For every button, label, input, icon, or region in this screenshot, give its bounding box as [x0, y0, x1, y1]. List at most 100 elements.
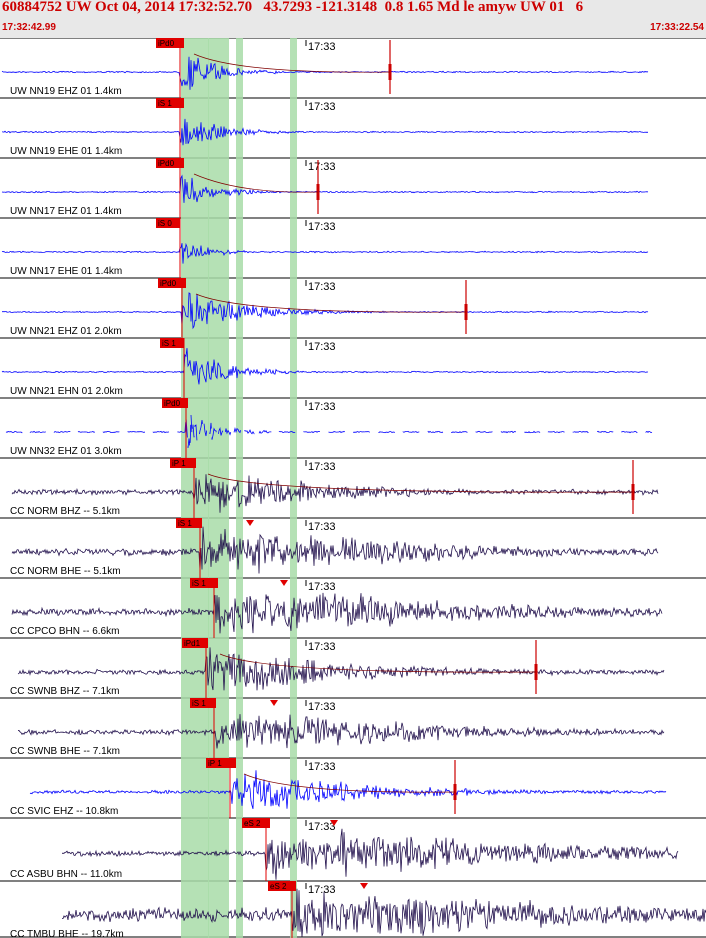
minute-tick-label: 17:33 [308, 101, 336, 113]
channel-row-10: 17:33 iS 1 CC CPCO BHN -- 6.6km [10, 578, 663, 638]
channel-row-12: 17:33 iS 1 CC SWNB BHE -- 7.1km [10, 698, 665, 758]
waveform-trace [2, 118, 649, 146]
minute-tick-label: 17:33 [308, 161, 336, 173]
pick-label: iS 1 [162, 339, 176, 348]
minute-tick-label: 17:33 [308, 701, 336, 713]
channel-label: CC CPCO BHN -- 6.6km [10, 626, 119, 637]
channel-label: UW NN21 EHZ 01 2.0km [10, 326, 122, 337]
pick-label: eS 2 [270, 882, 287, 891]
channel-label: UW NN21 EHN 01 2.0km [10, 386, 123, 397]
pick-band-7 [222, 38, 229, 938]
pick-label: iS 0 [158, 219, 172, 228]
pick-marker [182, 638, 208, 648]
channel-label: UW NN19 EHE 01 1.4km [10, 146, 122, 157]
waveform-trace [1, 56, 649, 90]
waveform-trace [17, 647, 665, 691]
pick-marker [158, 278, 186, 288]
pick-marker [156, 98, 184, 108]
pick-marker [156, 38, 184, 48]
pick-marker [156, 218, 180, 228]
pick-marker [156, 158, 184, 168]
phase-marker-triangle [280, 580, 288, 586]
pick-label: iS 1 [192, 579, 206, 588]
minute-tick-label: 17:33 [308, 281, 336, 293]
channel-row-14: 17:33 eS 2 CC ASBU BHN -- 11.0km [10, 818, 679, 881]
channel-label: CC TMBU BHE -- 19.7km [10, 929, 124, 938]
phase-marker-triangle [330, 820, 338, 826]
channel-row-11: 17:33 iPd1 CC SWNB BHZ -- 7.1km [10, 638, 665, 698]
waveform-trace [1, 348, 649, 385]
channel-row-9: 17:33 iS 1 CC NORM BHE -- 5.1km [10, 518, 659, 578]
minute-tick-label: 17:33 [308, 341, 336, 353]
waveform-trace [5, 414, 653, 449]
channel-label: UW NN17 EHE 01 1.4km [10, 266, 122, 277]
waveform-trace [11, 526, 659, 574]
pick-label: iP 1 [208, 759, 222, 768]
channel-row-3: 17:33 iPd0 UW NN17 EHZ 01 1.4km [1, 158, 649, 218]
minute-tick-label: 17:33 [308, 761, 336, 773]
minute-tick-label: 17:33 [308, 221, 336, 233]
channel-row-15: 17:33 eS 2 CC TMBU BHE -- 19.7km [10, 881, 706, 938]
event-title: 60884752 UW Oct 04, 2014 17:32:52.70 43.… [2, 0, 584, 15]
minute-tick-label: 17:33 [308, 821, 336, 833]
pick-band-9 [290, 38, 297, 938]
minute-tick-label: 17:33 [308, 641, 336, 653]
window-start-time: 17:32:42.99 [2, 22, 56, 33]
channel-row-13: 17:33 iP 1 CC SVIC EHZ -- 10.8km [10, 758, 667, 818]
coda-decay-curve [195, 293, 467, 313]
pick-marker [268, 881, 296, 891]
channel-label: UW NN17 EHZ 01 1.4km [10, 206, 122, 217]
minute-tick-label: 17:33 [308, 884, 336, 896]
channel-row-1: 17:33 iPd0 UW NN19 EHZ 01 1.4km [1, 38, 649, 98]
event-header: 60884752 UW Oct 04, 2014 17:32:52.70 43.… [0, 0, 706, 38]
channel-label: CC SVIC EHZ -- 10.8km [10, 806, 118, 817]
channel-row-5: 17:33 iPd0 UW NN21 EHZ 01 2.0km [2, 278, 649, 338]
waveform-trace [17, 714, 665, 749]
pick-marker [160, 338, 184, 348]
channel-row-2: 17:33 iS 1 UW NN19 EHE 01 1.4km [2, 98, 649, 158]
pick-label: iPd0 [158, 39, 175, 48]
channel-row-4: 17:33 iS 0 UW NN17 EHE 01 1.4km [1, 218, 649, 278]
channel-label: CC ASBU BHN -- 11.0km [10, 869, 122, 880]
pick-label: iPd0 [158, 159, 175, 168]
pick-label: iS 1 [178, 519, 192, 528]
pick-marker [206, 758, 236, 768]
seismogram-panel: 17:33 iPd0 UW NN19 EHZ 01 1.4km 17:33 iS 1 UW… [0, 38, 706, 938]
channel-row-8: 17:33 iP 1 CC NORM BHZ -- 5.1km [10, 458, 659, 518]
pick-marker [190, 578, 218, 588]
waveform-trace [11, 592, 663, 634]
coda-decay-curve [243, 773, 456, 793]
channel-row-6: 17:33 iS 1 UW NN21 EHN 01 2.0km [1, 338, 649, 398]
pick-label: iS 1 [192, 699, 206, 708]
window-end-time: 17:33:22.54 [650, 22, 704, 33]
channel-label: CC NORM BHE -- 5.1km [10, 566, 121, 577]
pick-label: iPd0 [160, 279, 177, 288]
waveform-trace [1, 174, 649, 203]
pick-marker [176, 518, 202, 528]
minute-tick-label: 17:33 [308, 521, 336, 533]
channel-label: CC SWNB BHE -- 7.1km [10, 746, 120, 757]
pick-marker [170, 458, 196, 468]
channel-label: UW NN19 EHZ 01 1.4km [10, 86, 122, 97]
coda-decay-curve [207, 473, 634, 493]
waveform-trace [1, 242, 649, 264]
pick-label: iS 1 [158, 99, 172, 108]
channel-row-7: 17:33 iPd0 UW NN32 EHZ 01 3.0km [5, 398, 653, 458]
waveform-trace [61, 828, 679, 880]
channel-label: CC NORM BHZ -- 5.1km [10, 506, 120, 517]
pick-band-2 [188, 38, 195, 938]
waveform-trace [2, 292, 649, 330]
minute-tick-label: 17:33 [308, 41, 336, 53]
channel-label: UW NN32 EHZ 01 3.0km [10, 446, 122, 457]
minute-tick-label: 17:33 [308, 461, 336, 473]
coda-decay-curve [193, 53, 391, 73]
pick-label: eS 2 [244, 819, 261, 828]
pick-label: iP 1 [172, 459, 186, 468]
pick-marker [162, 398, 188, 408]
seismogram-svg: 17:33 iPd0 UW NN19 EHZ 01 1.4km 17:33 iS 1 UW… [0, 38, 706, 938]
coda-decay-curve [193, 173, 319, 193]
waveform-trace [29, 770, 667, 810]
pick-band-8 [236, 38, 243, 938]
pick-band-1 [181, 38, 188, 938]
channel-label: CC SWNB BHZ -- 7.1km [10, 686, 119, 697]
